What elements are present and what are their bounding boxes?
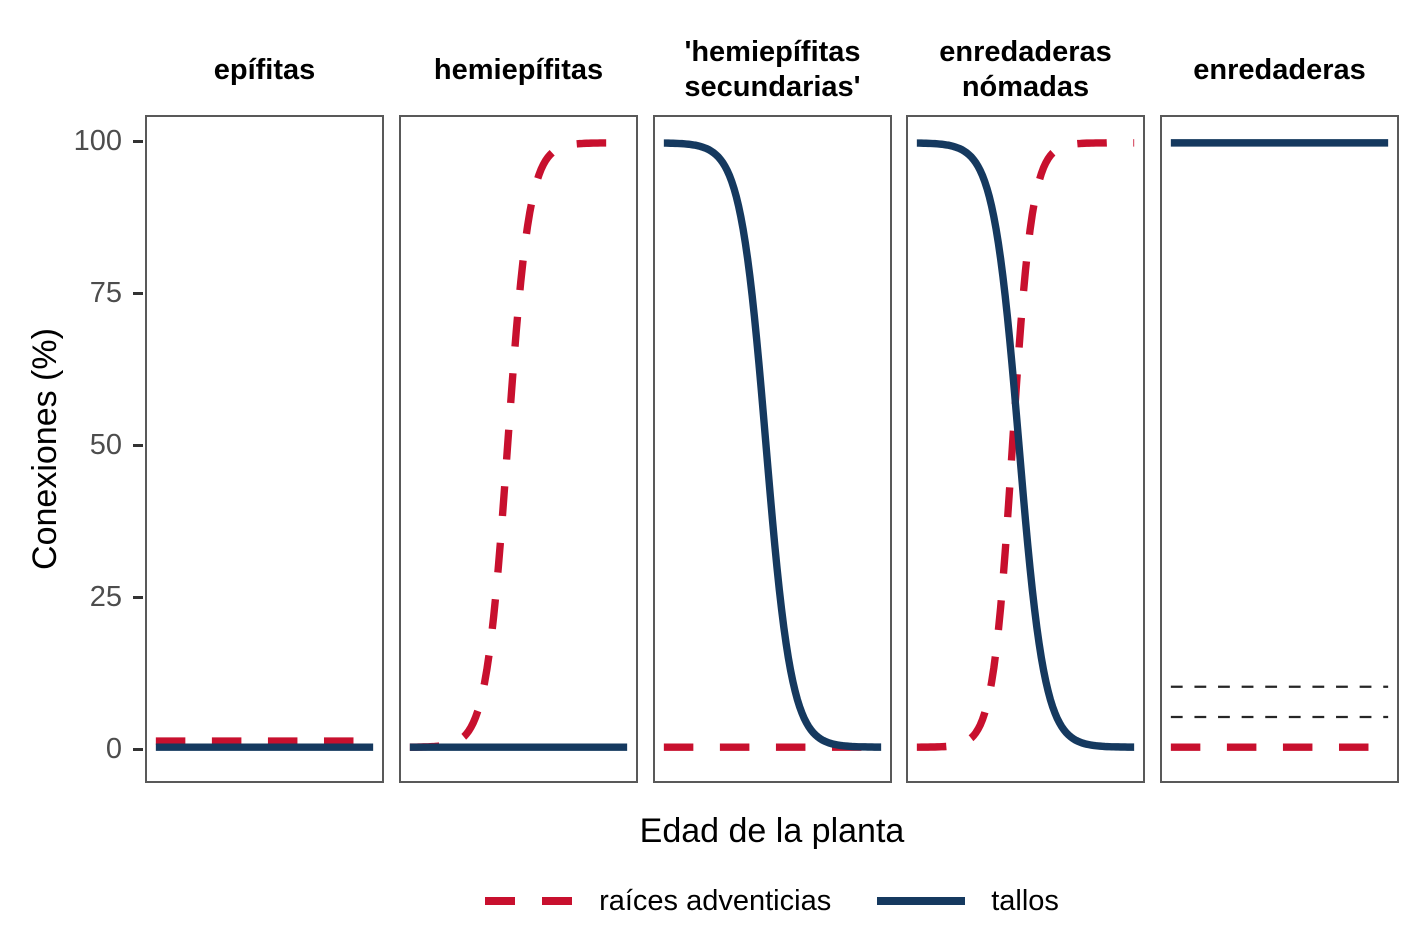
y-tick-mark (133, 595, 143, 599)
panel-title: epífitas (129, 24, 400, 116)
y-tick-label: 50 (89, 429, 122, 461)
y-tick-label: 100 (73, 125, 122, 157)
y-tick-mark (133, 443, 143, 447)
legend-item-tallos: tallos (877, 884, 1059, 918)
dashed-line-key-icon (485, 897, 574, 905)
panel-3 (653, 115, 892, 783)
y-tick-label: 0 (105, 733, 122, 765)
panel-4 (906, 115, 1145, 783)
y-tick-label: 25 (89, 581, 122, 613)
panel-title-line: enredaderas (1193, 53, 1366, 86)
panel-2 (399, 115, 638, 783)
panel-title-line: secundarias' (684, 71, 861, 103)
panel-title-line: hemiepífitas (433, 53, 604, 86)
y-tick-label: 75 (89, 277, 122, 309)
y-tick-mark (133, 291, 143, 295)
series-line-raices-adventicias (916, 139, 1135, 751)
panel-title: 'hemiepífitas secundarias' (637, 24, 908, 116)
panel-plot-area (663, 139, 882, 751)
solid-line-key-icon (877, 897, 966, 905)
panel-1 (145, 115, 384, 783)
x-axis-title: Edad de la planta (639, 812, 905, 850)
panel-title-line: 'hemiepífitas (684, 36, 861, 68)
panel-title: enredaderas (1144, 24, 1414, 116)
y-tick-mark (133, 139, 143, 143)
panel-title-line: enredaderas (939, 36, 1112, 68)
panel-title: enredaderas nómadas (890, 24, 1161, 116)
series-line-tallos (916, 139, 1135, 751)
panel-title-line: epífitas (213, 53, 316, 86)
legend: raíces adventicias tallos (145, 878, 1399, 924)
panel-plot-area (409, 139, 628, 751)
series-line-tallos (663, 139, 882, 751)
legend-label-raices-adventicias: raíces adventicias (599, 885, 832, 917)
legend-label-tallos: tallos (991, 885, 1059, 917)
panel-plot-area (155, 737, 374, 751)
series-line-raices-adventicias (409, 139, 628, 751)
panel-plot-area (1170, 139, 1389, 751)
panel-plot-area (916, 139, 1135, 751)
panel-title-line: nómadas (961, 71, 1090, 103)
y-tick-mark (133, 747, 143, 751)
legend-item-raices-adventicias: raíces adventicias (485, 884, 831, 918)
panel-5 (1160, 115, 1399, 783)
panel-title: hemiepífitas (383, 24, 654, 116)
